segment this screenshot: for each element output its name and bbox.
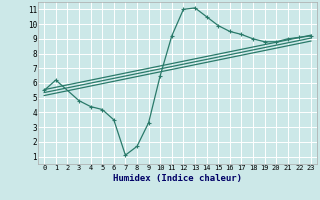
X-axis label: Humidex (Indice chaleur): Humidex (Indice chaleur) bbox=[113, 174, 242, 183]
